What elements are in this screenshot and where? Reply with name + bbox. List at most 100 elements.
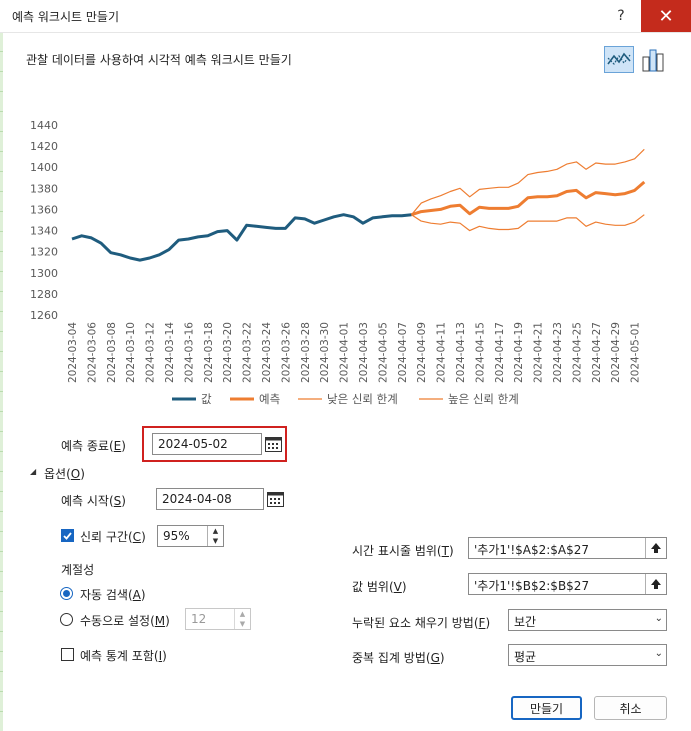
x-tick-label: 2024-04-11 [436,322,448,383]
x-tick-label: 2024-03-12 [145,322,157,383]
x-tick-label: 2024-03-22 [242,322,254,383]
range-select-icon [651,579,661,589]
fill-missing-label: 누락된 요소 채우기 방법(F) [352,616,491,630]
x-tick-label: 2024-04-17 [494,322,506,383]
spin-up-icon[interactable]: ▲ [239,610,246,618]
chevron-down-icon: ⌄ [654,613,663,624]
x-tick-label: 2024-03-08 [106,322,118,383]
legend-label: 높은 신뢰 한계 [448,392,519,406]
x-tick-label: 2024-04-19 [513,322,525,383]
legend-label: 값 [201,392,212,406]
auto-detect-label: 자동 검색(A) [80,588,146,602]
series-line-2 [411,214,645,232]
x-tick-label: 2024-03-26 [280,322,292,383]
title-bar: 예측 워크시트 만들기 ? ✕ [0,0,691,33]
forecast-end-highlight [142,426,287,462]
timeline-range-input[interactable]: '추가1'!$A$2:$A$27 [468,537,667,559]
x-tick-label: 2024-03-30 [319,322,331,383]
worksheet-background-strip [0,32,3,731]
bar-chart-icon [642,49,664,72]
forecast-start-calendar-button[interactable] [265,489,285,509]
y-tick-label: 1440 [30,119,58,132]
x-tick-label: 2024-04-15 [474,322,486,383]
manual-season-stepper[interactable]: ▲ ▼ [234,609,250,629]
include-stats-checkbox[interactable] [61,648,74,661]
aggregate-label: 중복 집계 방법(G) [352,651,445,665]
seasonality-label: 계절성 [61,563,95,577]
x-tick-label: 2024-03-04 [67,322,79,383]
help-button[interactable]: ? [617,8,625,24]
calendar-icon [264,437,282,452]
line-chart-icon [607,52,631,65]
dialog-title: 예측 워크시트 만들기 [12,10,119,24]
x-tick-label: 2024-03-20 [222,322,234,383]
values-range-select-button[interactable] [645,574,666,594]
confidence-input[interactable]: 95% ▲ ▼ [157,525,224,547]
spin-down-icon[interactable]: ▼ [212,537,219,545]
forecast-end-label: 예측 종료(E) [61,439,126,453]
x-tick-label: 2024-04-01 [339,322,351,383]
forecast-end-input[interactable]: 2024-05-02 [152,433,262,455]
legend-label: 예측 [259,392,280,406]
confidence-checkbox[interactable] [61,529,74,542]
legend-label: 낮은 신뢰 한계 [327,392,398,406]
fill-missing-value: 보간 [514,615,537,629]
range-select-icon [651,543,661,553]
x-tick-label: 2024-03-10 [125,322,137,383]
options-toggle[interactable]: 옵션(O) [44,467,85,481]
x-tick-label: 2024-04-27 [591,322,603,383]
timeline-range-select-button[interactable] [645,538,666,558]
forecast-start-label: 예측 시작(S) [61,494,126,508]
x-tick-label: 2024-04-13 [455,322,467,383]
series-line-3 [411,148,645,216]
x-tick-label: 2024-04-09 [416,322,428,383]
y-tick-label: 1260 [30,309,58,322]
forecast-start-input[interactable]: 2024-04-08 [156,488,264,510]
x-tick-label: 2024-03-14 [164,322,176,383]
forecast-chart: 1440 1420 1400 1380 1360 1340 1320 1300 1280 1260… [30,119,646,406]
confidence-label: 신뢰 구간(C) [80,530,146,544]
x-tick-label: 2024-04-03 [358,322,370,383]
x-tick-label: 2024-05-01 [630,322,642,383]
confidence-value: 95% [163,529,190,543]
y-tick-label: 1340 [30,225,58,238]
timeline-range-label: 시간 표시줄 범위(T) [352,544,454,558]
y-tick-label: 1300 [30,267,58,280]
manual-radio[interactable] [60,613,73,626]
y-tick-label: 1380 [30,182,58,195]
values-range-value: '추가1'!$B$2:$B$27 [474,579,590,593]
timeline-range-value: '추가1'!$A$2:$A$27 [474,543,590,557]
values-range-label: 값 범위(V) [352,580,407,594]
fill-missing-select[interactable]: 보간 ⌄ [508,609,667,631]
bar-chart-type-button[interactable] [641,46,665,73]
auto-detect-radio[interactable] [60,587,73,600]
x-tick-label: 2024-04-29 [610,322,622,383]
x-tick-label: 2024-04-05 [377,322,389,383]
manual-label: 수동으로 설정(M) [80,614,170,628]
series-line-0 [71,213,412,262]
close-button[interactable]: ✕ [641,0,691,32]
forecast-end-calendar-button[interactable] [263,434,283,454]
chevron-down-icon: ⌄ [654,648,663,659]
values-range-input[interactable]: '추가1'!$B$2:$B$27 [468,573,667,595]
y-tick-label: 1420 [30,140,58,153]
collapse-triangle-icon[interactable]: ◢ [30,467,37,476]
y-tick-label: 1400 [30,161,58,174]
x-tick-label: 2024-03-24 [261,322,273,383]
checkmark-icon [63,532,72,540]
x-tick-label: 2024-03-06 [86,322,98,383]
x-tick-label: 2024-04-21 [533,322,545,383]
include-stats-label: 예측 통계 포함(I) [80,649,167,663]
aggregate-value: 평균 [514,650,537,664]
x-tick-label: 2024-04-25 [571,322,583,383]
line-chart-type-button[interactable] [604,46,634,73]
aggregate-select[interactable]: 평균 ⌄ [508,644,667,666]
create-button[interactable]: 만들기 [511,696,582,720]
x-tick-label: 2024-03-16 [183,322,195,383]
confidence-stepper[interactable]: ▲ ▼ [207,526,223,546]
spin-up-icon[interactable]: ▲ [212,527,219,535]
y-tick-label: 1360 [30,203,58,216]
manual-season-input[interactable]: 12 ▲ ▼ [185,608,251,630]
cancel-button[interactable]: 취소 [594,696,667,720]
spin-down-icon[interactable]: ▼ [239,620,246,628]
